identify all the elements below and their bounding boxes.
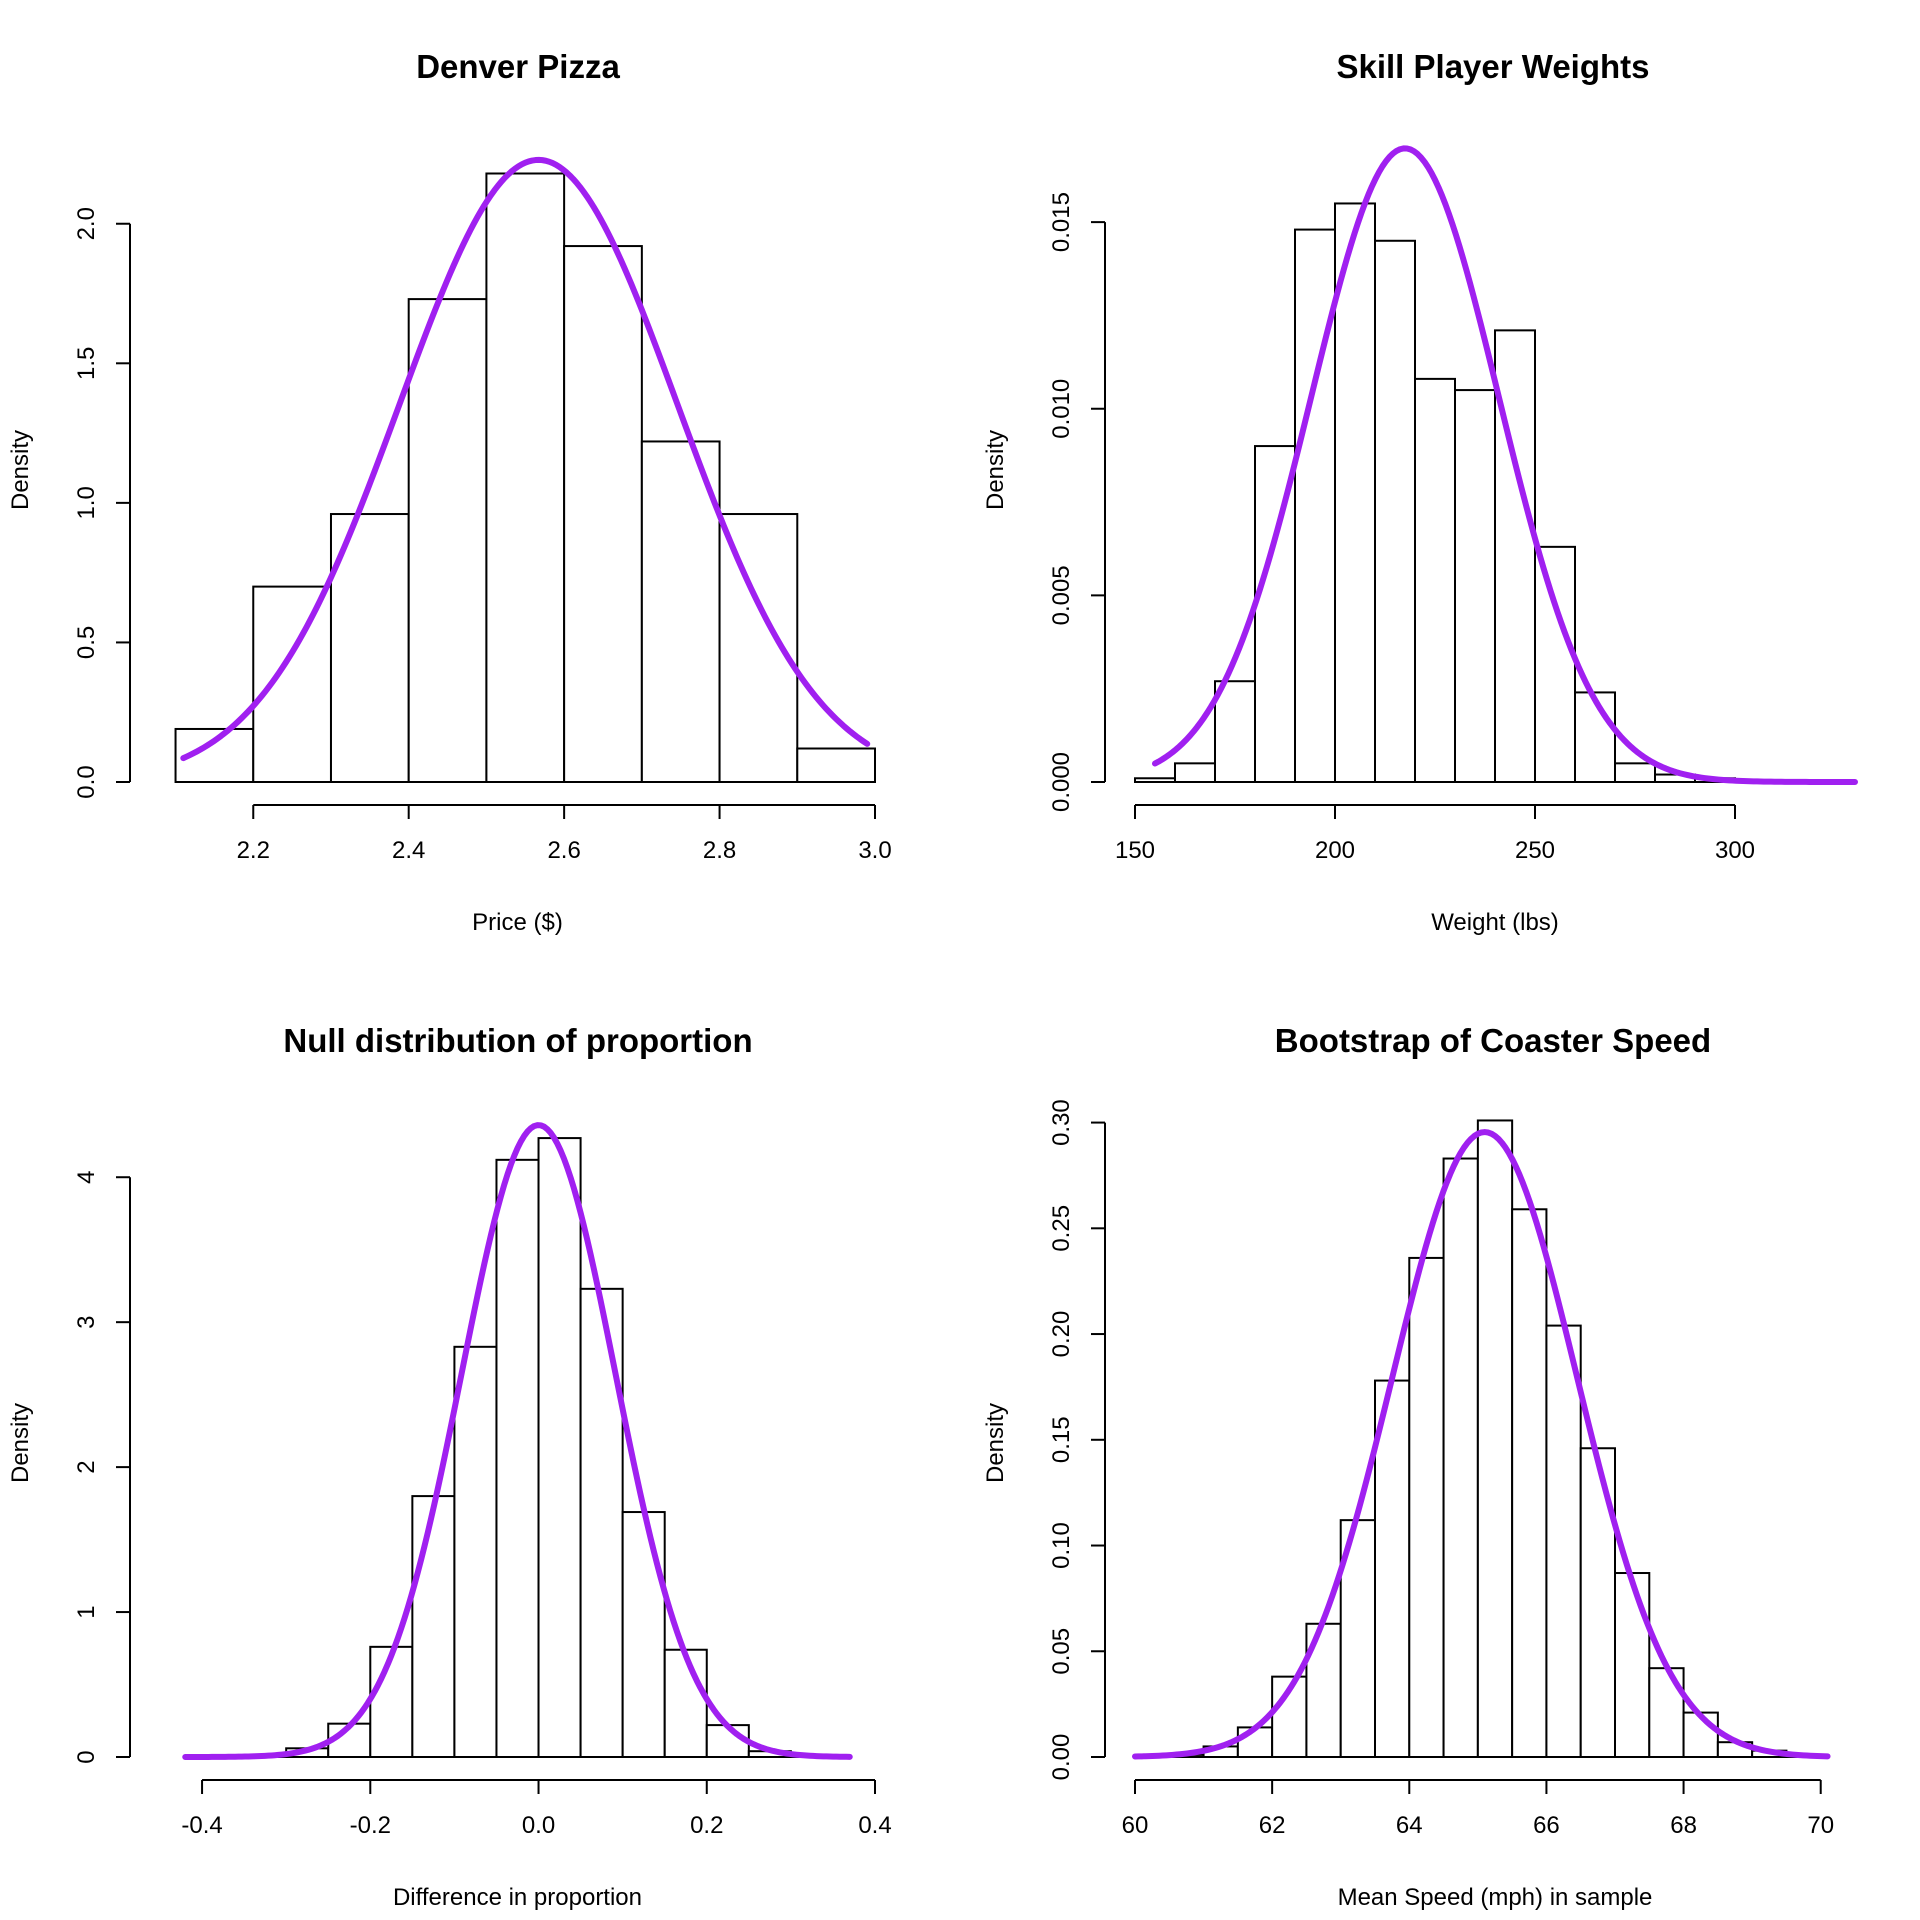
y-tick-label: 0.00 xyxy=(1048,1734,1075,1781)
histogram-bar xyxy=(1374,1379,1411,1758)
chart-title: Null distribution of proportion xyxy=(283,1022,752,1059)
y-tick-label: 0.5 xyxy=(73,626,100,659)
y-axis-label: Density xyxy=(982,430,1009,510)
normal-density-curve xyxy=(182,1122,853,1760)
histogram-bar xyxy=(1545,1324,1582,1759)
histogram-bar xyxy=(411,1495,456,1758)
y-axis-label: Density xyxy=(7,1403,34,1483)
x-axis-label: Weight (lbs) xyxy=(1431,909,1559,936)
histogram-bar xyxy=(495,1158,540,1758)
histogram-bar xyxy=(1574,691,1616,783)
y-tick-label: 0.20 xyxy=(1048,1311,1075,1358)
y-tick-label: 2.0 xyxy=(73,207,100,240)
x-axis-label: Mean Speed (mph) in sample xyxy=(1338,1884,1653,1911)
histogram-bar xyxy=(563,245,643,783)
x-tick-label: 2.2 xyxy=(237,837,270,864)
x-tick-label: 250 xyxy=(1515,837,1555,864)
histogram-bar xyxy=(1414,377,1456,783)
x-tick-label: 0.0 xyxy=(522,1812,555,1839)
chart-title: Bootstrap of Coaster Speed xyxy=(1275,1022,1711,1059)
histogram-panel-3: Null distribution of proportion -0.4 -0.2 0… xyxy=(7,1022,892,1911)
histogram-bar xyxy=(1374,239,1416,784)
y-tick-label: 0 xyxy=(73,1750,100,1763)
x-tick-label: 0.2 xyxy=(690,1812,723,1839)
histogram-bar xyxy=(1476,1119,1514,1758)
x-tick-label: 70 xyxy=(1807,1812,1834,1839)
y-tick-label: 0.30 xyxy=(1048,1099,1075,1146)
histogram-bar xyxy=(796,747,876,783)
x-tick-label: 300 xyxy=(1715,837,1755,864)
chart-title: Skill Player Weights xyxy=(1336,48,1649,85)
y-tick-label: 0.010 xyxy=(1048,379,1075,439)
histogram-bar xyxy=(1174,762,1216,784)
histogram-panel-1: Denver Pizza 2.2 2.4 2.6 2.8 3.0 0.0 0.5 1.0 1.5 2… xyxy=(7,48,892,936)
x-tick-label: 2.6 xyxy=(547,837,580,864)
histogram-bar xyxy=(1454,389,1496,783)
histogram-bar xyxy=(1511,1208,1548,1758)
x-tick-label: 66 xyxy=(1533,1812,1560,1839)
histogram-bar xyxy=(537,1137,582,1758)
y-tick-label: 4 xyxy=(73,1171,100,1184)
y-tick-label: 0.000 xyxy=(1048,752,1075,812)
y-tick-label: 0.10 xyxy=(1048,1522,1075,1569)
normal-density-curve xyxy=(180,156,871,762)
y-tick-label: 0.05 xyxy=(1048,1628,1075,1675)
x-tick-label: -0.4 xyxy=(181,1812,222,1839)
y-tick-label: 1.5 xyxy=(73,347,100,380)
histogram-bar xyxy=(407,298,488,783)
x-tick-label: -0.2 xyxy=(350,1812,391,1839)
x-tick-label: 2.4 xyxy=(392,837,425,864)
histogram-bar xyxy=(1579,1447,1616,1758)
histogram-bar xyxy=(1614,762,1656,784)
histogram-panel-4: Bootstrap of Coaster Speed 60 62 64 66 68 70 0.… xyxy=(982,1022,1834,1911)
histogram-bar xyxy=(621,1511,666,1758)
x-tick-label: 3.0 xyxy=(858,837,891,864)
histogram-bar xyxy=(1214,680,1256,784)
y-tick-label: 0.005 xyxy=(1048,565,1075,625)
y-tick-label: 1.0 xyxy=(73,486,100,519)
y-axis-label: Density xyxy=(7,430,34,510)
histogram-bar xyxy=(640,440,721,783)
histogram-bar xyxy=(329,513,410,783)
x-tick-label: 0.4 xyxy=(858,1812,891,1839)
x-tick-label: 64 xyxy=(1396,1812,1423,1839)
histogram-bar xyxy=(663,1648,708,1759)
x-axis-label: Price ($) xyxy=(472,909,563,936)
y-tick-label: 0.0 xyxy=(73,765,100,798)
y-tick-label: 0.25 xyxy=(1048,1205,1075,1252)
x-tick-label: 200 xyxy=(1315,837,1355,864)
x-tick-label: 150 xyxy=(1115,837,1155,864)
x-axis-label: Difference in proportion xyxy=(393,1884,642,1911)
y-tick-label: 1 xyxy=(73,1605,100,1618)
y-axis-label: Density xyxy=(982,1403,1009,1483)
histogram-bar xyxy=(1614,1572,1651,1758)
x-tick-label: 60 xyxy=(1122,1812,1149,1839)
histogram-bar xyxy=(1408,1256,1445,1759)
histogram-bar xyxy=(453,1345,498,1758)
histogram-bar xyxy=(579,1287,624,1758)
histogram-bar xyxy=(1442,1157,1479,1758)
histogram-bar xyxy=(252,585,332,784)
histogram-bar xyxy=(1294,228,1336,783)
y-tick-label: 3 xyxy=(73,1315,100,1328)
x-tick-label: 62 xyxy=(1259,1812,1286,1839)
x-tick-label: 68 xyxy=(1670,1812,1697,1839)
y-tick-label: 0.015 xyxy=(1048,192,1075,252)
y-tick-label: 0.15 xyxy=(1048,1416,1075,1463)
histogram-panel-2: Skill Player Weights 150 200 250 300 0.000 0.0… xyxy=(982,48,1858,936)
histogram-bar xyxy=(1534,545,1576,783)
normal-density-curve xyxy=(1152,145,1858,785)
chart-title: Denver Pizza xyxy=(416,48,620,85)
y-tick-label: 2 xyxy=(73,1460,100,1473)
normal-density-curve xyxy=(1132,1129,1831,1760)
histogram-bar xyxy=(485,172,566,783)
x-tick-label: 2.8 xyxy=(703,837,736,864)
